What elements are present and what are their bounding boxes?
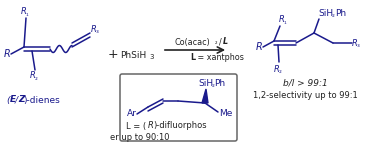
Text: ₂: ₂ [212, 82, 215, 88]
Text: SiH: SiH [198, 78, 213, 88]
Text: )-dienes: )-dienes [23, 95, 60, 105]
Text: ₃: ₃ [357, 42, 360, 48]
Text: R: R [256, 42, 263, 52]
FancyBboxPatch shape [120, 74, 237, 141]
Text: ₂: ₂ [215, 39, 217, 44]
Text: R: R [148, 122, 154, 130]
Text: R: R [274, 65, 280, 73]
Text: ₁: ₁ [284, 19, 287, 25]
Text: er up to 90:10: er up to 90:10 [110, 132, 170, 142]
Text: R: R [352, 38, 358, 48]
Text: R: R [91, 24, 97, 34]
Text: Co(acac): Co(acac) [174, 37, 210, 47]
Text: +: + [108, 49, 118, 61]
Text: ₂: ₂ [35, 75, 38, 81]
Text: ₂: ₂ [279, 68, 282, 74]
Text: /: / [219, 37, 222, 47]
Text: R: R [21, 7, 27, 17]
Text: /: / [15, 95, 18, 105]
Text: = xantphos: = xantphos [195, 54, 244, 62]
Text: ₂: ₂ [332, 12, 335, 18]
Text: Ar: Ar [127, 109, 137, 119]
Text: ₁: ₁ [26, 11, 29, 17]
Text: R: R [30, 72, 36, 80]
Text: 1,2-selectivity up to 99:1: 1,2-selectivity up to 99:1 [253, 91, 357, 101]
Text: PhSiH: PhSiH [120, 51, 146, 59]
Text: SiH: SiH [318, 8, 333, 18]
Text: E: E [10, 95, 16, 105]
Text: Ph: Ph [335, 8, 346, 18]
Text: b/l > 99:1: b/l > 99:1 [283, 78, 327, 88]
Text: Z: Z [18, 95, 25, 105]
Text: L = (: L = ( [126, 122, 146, 130]
Text: 3: 3 [149, 54, 153, 60]
Text: )-difluorphos: )-difluorphos [153, 122, 207, 130]
Text: L: L [223, 37, 228, 47]
Text: (: ( [6, 95, 9, 105]
Text: Me: Me [219, 109, 232, 119]
Text: ₃: ₃ [96, 28, 99, 34]
Text: R: R [4, 49, 11, 59]
Text: R: R [279, 16, 285, 24]
Polygon shape [202, 89, 208, 103]
Text: L: L [190, 54, 195, 62]
Text: Ph: Ph [214, 78, 225, 88]
